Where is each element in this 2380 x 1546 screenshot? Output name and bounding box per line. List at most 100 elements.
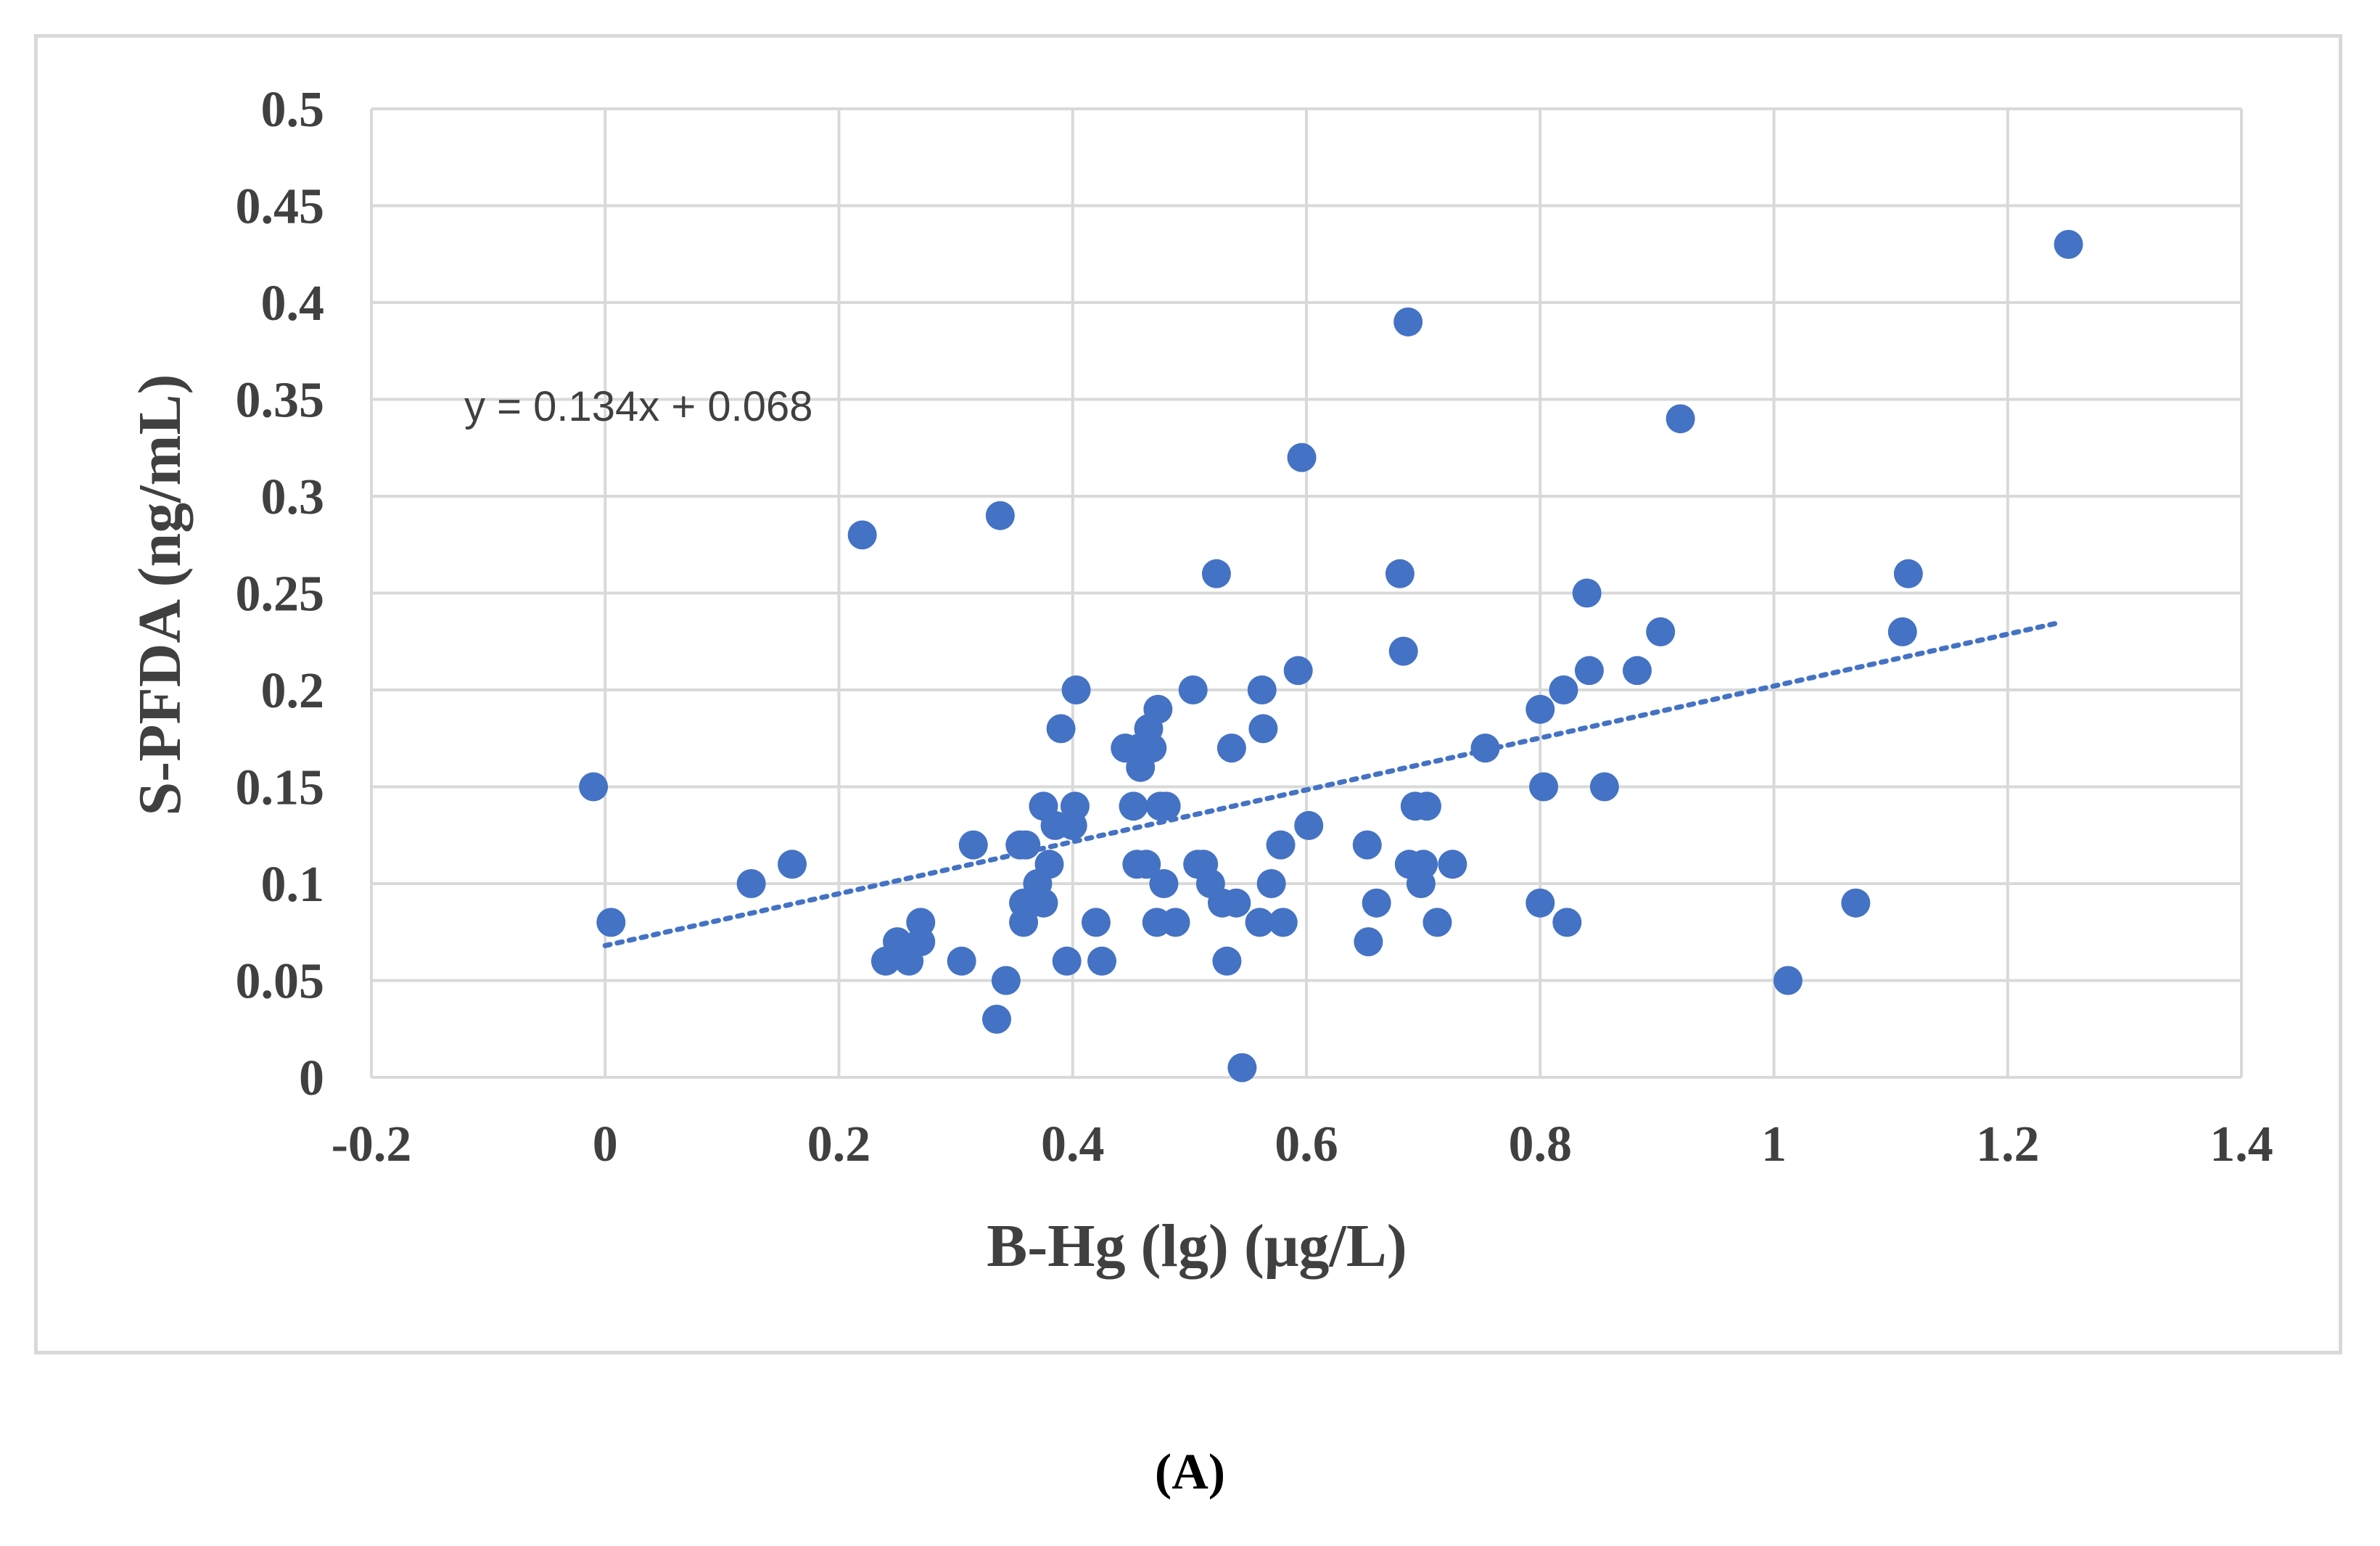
data-point	[1052, 946, 1082, 976]
data-point	[1574, 656, 1604, 686]
data-point	[1589, 772, 1619, 802]
data-point	[1149, 869, 1179, 898]
data-point	[1773, 966, 1803, 995]
data-point	[1151, 791, 1181, 821]
data-point	[1294, 810, 1324, 840]
trendline-equation: y = 0.134x + 0.068	[464, 383, 812, 430]
x-tick-label: 0	[593, 1117, 618, 1172]
data-point	[991, 966, 1021, 995]
scatter-chart: -0.2 0 0.2 0.4 0.6 0.8 1 1.2 1.400.050.10.150.20…	[126, 82, 2273, 1280]
data-point	[1525, 888, 1555, 918]
x-tick-label: 1.2	[1976, 1117, 2040, 1172]
data-point	[778, 850, 807, 879]
gridlines	[370, 107, 2243, 1079]
x-axis-title: B-Hg (lg) (μg/L)	[987, 1212, 1407, 1280]
y-tick-label: 0.25	[236, 567, 325, 622]
data-point	[1227, 1053, 1257, 1082]
data-point	[1393, 307, 1423, 337]
data-point	[1029, 888, 1058, 918]
data-point	[1665, 404, 1695, 434]
data-point	[1893, 559, 1923, 588]
data-point	[1245, 908, 1275, 937]
y-tick-label: 0.4	[261, 276, 325, 332]
data-point	[1268, 908, 1298, 937]
data-point	[985, 501, 1015, 530]
data-point	[1388, 636, 1418, 666]
data-point	[1201, 559, 1231, 588]
data-point	[1061, 675, 1091, 704]
data-point	[736, 869, 766, 898]
data-point	[1222, 888, 1251, 918]
data-point	[1529, 772, 1559, 802]
data-point	[1622, 656, 1652, 686]
data-point	[1409, 850, 1438, 879]
data-point	[1266, 830, 1296, 860]
data-point	[1422, 908, 1452, 937]
y-tick-label: 0.35	[236, 373, 325, 429]
y-tick-label: 0.3	[261, 469, 325, 525]
panel-label-text: (A)	[1154, 1444, 1226, 1500]
x-tick-label: 1.4	[2210, 1117, 2273, 1172]
y-tick-label: 0.15	[236, 760, 325, 816]
data-point	[1087, 946, 1117, 976]
y-tick-label: 0.45	[236, 179, 325, 235]
data-point	[1161, 908, 1190, 937]
data-point	[1412, 791, 1441, 821]
data-point	[1646, 617, 1676, 646]
trendline	[602, 620, 2063, 948]
tick-labels: -0.2 0 0.2 0.4 0.6 0.8 1 1.2 1.400.050.10.150.20…	[236, 82, 2273, 1172]
data-point	[1178, 675, 1208, 704]
y-tick-label: 0.05	[236, 954, 325, 1010]
data-point	[1572, 578, 1602, 608]
data-point	[1143, 694, 1173, 724]
x-tick-label: 0.8	[1509, 1117, 1573, 1172]
data-point	[1256, 869, 1286, 898]
y-tick-label: 0.2	[261, 663, 325, 719]
y-axis-title: S-PFDA (ng/mL)	[126, 374, 194, 816]
panel-label: (A)	[0, 1444, 2380, 1502]
x-tick-label: 0.4	[1041, 1117, 1105, 1172]
data-point	[1248, 714, 1278, 744]
data-point	[1549, 675, 1578, 704]
data-point	[1287, 443, 1317, 472]
data-point	[579, 772, 609, 802]
y-tick-label: 0.1	[261, 857, 325, 913]
data-point	[847, 520, 877, 550]
data-point	[1212, 946, 1242, 976]
data-point	[1137, 733, 1167, 763]
y-tick-label: 0	[299, 1050, 324, 1106]
data-point	[1011, 830, 1041, 860]
data-point	[1046, 714, 1076, 744]
x-tick-label: -0.2	[332, 1117, 412, 1172]
data-point	[1060, 791, 1090, 821]
trendline-layer	[602, 620, 2063, 948]
x-tick-label: 1	[1761, 1117, 1787, 1172]
data-points	[579, 229, 2083, 1082]
data-point	[2054, 229, 2083, 259]
data-point	[947, 946, 976, 976]
data-point	[1841, 888, 1871, 918]
data-point	[1438, 850, 1467, 879]
data-point	[1887, 617, 1917, 646]
data-point	[1119, 791, 1148, 821]
data-point	[1470, 733, 1500, 763]
data-point	[1034, 850, 1064, 879]
data-point	[1552, 908, 1582, 937]
data-point	[1247, 675, 1277, 704]
x-tick-label: 0.6	[1275, 1117, 1338, 1172]
data-point	[1354, 927, 1383, 957]
data-point	[1081, 908, 1111, 937]
data-point	[596, 908, 626, 937]
data-point	[1385, 559, 1415, 588]
data-point	[1352, 830, 1382, 860]
data-point	[1362, 888, 1391, 918]
data-point	[982, 1004, 1012, 1034]
x-tick-label: 0.2	[807, 1117, 871, 1172]
data-point	[906, 908, 936, 937]
y-tick-label: 0.5	[261, 82, 325, 138]
data-point	[1525, 694, 1555, 724]
data-point	[958, 830, 988, 860]
data-point	[1283, 656, 1313, 686]
data-point	[1216, 733, 1246, 763]
data-point	[1132, 850, 1161, 879]
